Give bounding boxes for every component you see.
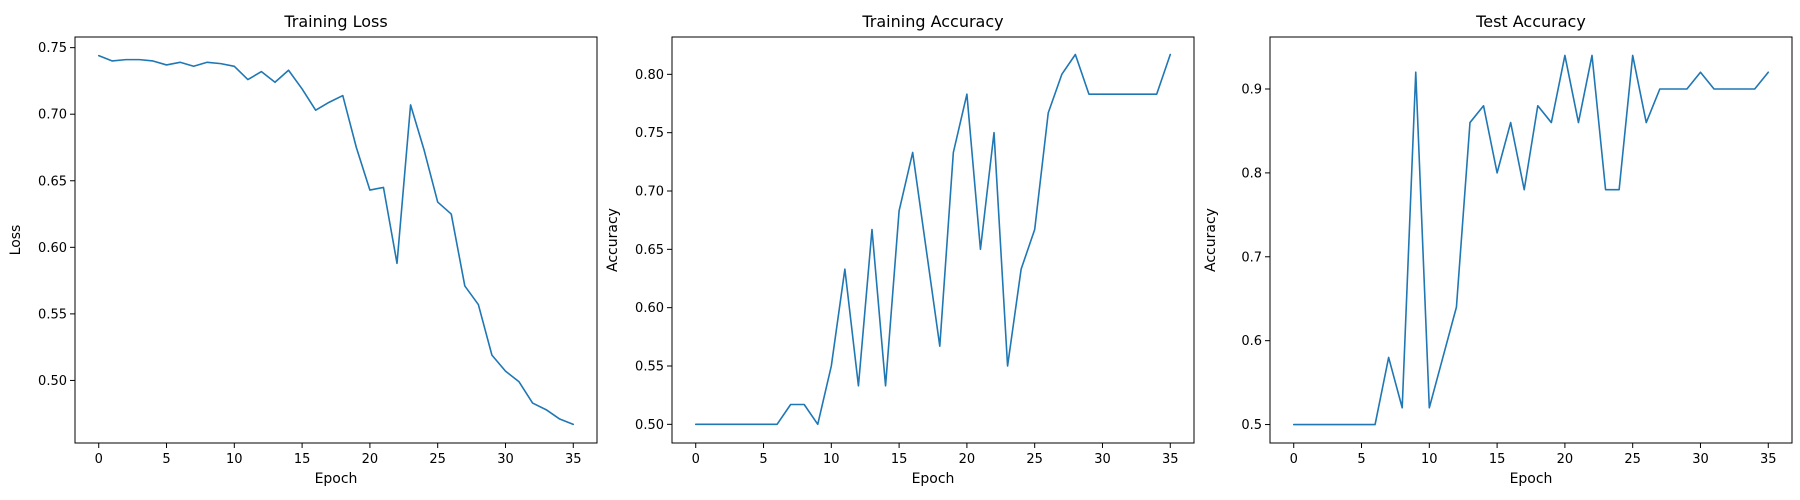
chart-panel-3: Test Accuracy 0 5 10 15 20 25 30 35 0.5 0.6 0.7 0.8 0… xyxy=(1203,12,1793,487)
x-tick-label: 20 xyxy=(1557,452,1574,467)
y-tick-label: 0.65 xyxy=(635,243,664,258)
x-tick-label: 20 xyxy=(362,452,379,467)
y-tick-label: 0.50 xyxy=(38,374,67,389)
y-tick-label: 0.55 xyxy=(635,360,664,375)
y-axis-label: Accuracy xyxy=(605,208,621,272)
series-line xyxy=(97,54,575,426)
x-axis-label: Epoch xyxy=(315,471,358,487)
y-tick-label: 0.9 xyxy=(1241,83,1262,98)
chart-title: Training Loss xyxy=(283,12,387,31)
x-tick-label: 10 xyxy=(226,452,243,467)
y-tick-label: 0.7 xyxy=(1241,250,1262,265)
y-tick-label: 0.60 xyxy=(635,301,664,316)
x-tick-label: 5 xyxy=(162,452,170,467)
x-axis-label: Epoch xyxy=(1510,471,1553,487)
plot-area xyxy=(671,36,1195,444)
plot-area xyxy=(74,36,598,444)
y-tick-label: 0.50 xyxy=(635,418,664,433)
plot-area xyxy=(1269,36,1793,444)
y-tick-label: 0.70 xyxy=(38,108,67,123)
x-tick-label: 5 xyxy=(759,452,767,467)
y-tick-label: 0.70 xyxy=(635,185,664,200)
x-tick-label: 15 xyxy=(891,452,908,467)
chart-title: Training Accuracy xyxy=(861,12,1003,31)
x-tick-label: 0 xyxy=(692,452,700,467)
x-axis-label: Epoch xyxy=(912,471,955,487)
series-line xyxy=(1292,54,1770,426)
x-tick-label: 35 xyxy=(1760,452,1777,467)
x-tick-label: 20 xyxy=(959,452,976,467)
x-tick-label: 15 xyxy=(294,452,311,467)
series-line xyxy=(694,53,1172,426)
x-tick-label: 35 xyxy=(565,452,582,467)
y-axis-label: Loss xyxy=(8,225,24,256)
x-tick-label: 0 xyxy=(95,452,103,467)
y-tick-label: 0.8 xyxy=(1241,166,1262,181)
x-tick-label: 30 xyxy=(497,452,514,467)
y-tick-label: 0.60 xyxy=(38,241,67,256)
y-tick-label: 0.80 xyxy=(635,68,664,83)
x-tick-label: 30 xyxy=(1094,452,1111,467)
y-tick-label: 0.5 xyxy=(1241,418,1262,433)
x-tick-label: 0 xyxy=(1290,452,1298,467)
y-tick-label: 0.6 xyxy=(1241,334,1262,349)
x-tick-label: 15 xyxy=(1489,452,1506,467)
chart-panel-1: Training Loss 0 5 10 15 20 25 30 35 0.50 0.55 0.60 0… xyxy=(8,12,598,487)
x-tick-label: 25 xyxy=(1026,452,1043,467)
y-tick-label: 0.55 xyxy=(38,307,67,322)
x-tick-label: 5 xyxy=(1357,452,1365,467)
x-tick-label: 35 xyxy=(1162,452,1179,467)
x-tick-label: 25 xyxy=(429,452,446,467)
y-tick-label: 0.75 xyxy=(38,41,67,56)
y-tick-label: 0.75 xyxy=(635,126,664,141)
chart-panel-2: Training Accuracy 0 5 10 15 20 25 30 35 0.50 0.55 0… xyxy=(605,12,1195,487)
y-axis-label: Accuracy xyxy=(1203,208,1219,272)
x-tick-label: 30 xyxy=(1692,452,1709,467)
chart-title: Test Accuracy xyxy=(1475,12,1586,31)
x-tick-label: 10 xyxy=(823,452,840,467)
x-tick-label: 25 xyxy=(1624,452,1641,467)
y-tick-label: 0.65 xyxy=(38,174,67,189)
x-tick-label: 10 xyxy=(1421,452,1438,467)
